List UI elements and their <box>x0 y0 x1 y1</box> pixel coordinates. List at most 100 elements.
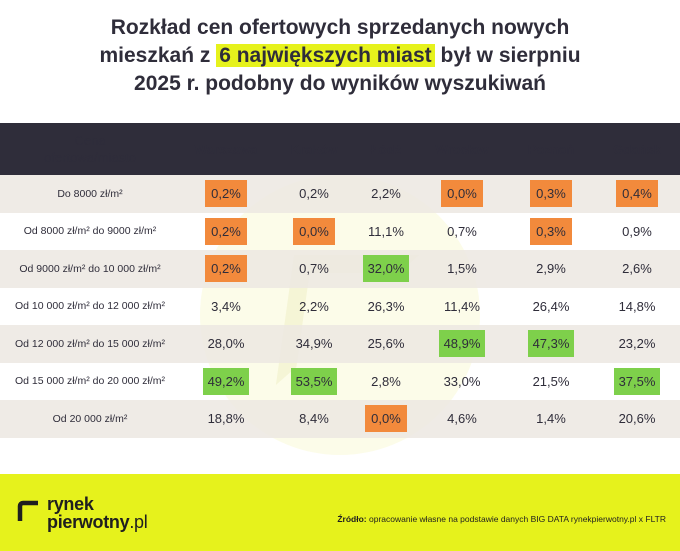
highlighted-value-green: 53,5% <box>290 367 338 395</box>
cell-value: 0,2% <box>299 186 329 202</box>
highlighted-value-orange: 0,3% <box>530 180 572 208</box>
table-cell: 2,2% <box>356 175 416 213</box>
highlighted-value-orange: 0,2% <box>205 255 247 283</box>
source-note: Źródło: opracowanie własne na podstawie … <box>337 514 666 524</box>
brand-logo: rynek pierwotny.pl <box>47 494 148 532</box>
table-row: Od 15 000 zł/m² do 20 000 zł/m² 49,2% 53,5… <box>0 363 680 401</box>
row-label: Od 10 000 zł/m² do 12 000 zł/m² <box>15 300 165 313</box>
cell-value: 3,4% <box>211 298 241 314</box>
table-cell: 0,0% <box>416 175 508 213</box>
cell-value: 0,7% <box>299 261 329 277</box>
table-cell: 2,2% <box>272 288 356 326</box>
table-cell: 26,3% <box>356 288 416 326</box>
column-header-1: Kraków <box>290 141 338 157</box>
logo-line-1: rynek <box>47 494 94 514</box>
row-label: Od 12 000 zł/m² do 15 000 zł/m² <box>15 337 165 350</box>
cell-value: 33,0% <box>443 373 481 389</box>
column-header-0: Warszawa <box>194 141 258 157</box>
corner-header-line-1: Cena <box>74 133 106 148</box>
title-line-1: Rozkład cen ofertowych sprzedanych nowyc… <box>110 16 570 39</box>
highlighted-value-orange: 0,0% <box>365 405 407 433</box>
footer-bar: rynek pierwotny.pl Źródło: opracowanie w… <box>0 474 680 551</box>
chart-title: Rozkład cen ofertowych sprzedanych nowyc… <box>0 14 680 98</box>
price-distribution-table: Cena ofertowa/miasto Warszawa Kraków Łódź W… <box>0 123 680 438</box>
title-line-2-pre: mieszkań z <box>99 44 217 67</box>
title-highlight: 6 największych miast <box>216 44 435 67</box>
table-cell: 28,0% <box>180 325 272 363</box>
table-cell: 53,5% <box>272 363 356 401</box>
table-cell: 48,9% <box>416 325 508 363</box>
cell-value: 26,3% <box>367 298 405 314</box>
table-cell: 8,4% <box>272 400 356 438</box>
highlighted-value-green: 48,9% <box>438 330 486 358</box>
table-cell: 20,6% <box>594 400 680 438</box>
cell-value: 11,1% <box>368 223 404 239</box>
cell-value: 4,6% <box>447 411 477 427</box>
table-cell: 37,5% <box>594 363 680 401</box>
column-header-5: Gdańsk <box>613 141 661 157</box>
table-cell: 49,2% <box>180 363 272 401</box>
rynekpierwotny-logo-icon <box>17 500 38 521</box>
table-cell: 2,6% <box>594 250 680 288</box>
cell-value: 2,8% <box>371 373 401 389</box>
table-cell: 32,0% <box>356 250 416 288</box>
table-cell: 2,8% <box>356 363 416 401</box>
table-cell: 11,1% <box>356 213 416 251</box>
title-line-2-post: był w sierpniu <box>434 44 581 67</box>
logo-line-2-bold: pierwotny <box>47 512 130 532</box>
cell-value: 2,2% <box>371 186 401 202</box>
cell-value: 0,9% <box>622 223 652 239</box>
cell-value: 25,6% <box>367 336 405 352</box>
source-label: Źródło: <box>337 514 367 524</box>
cell-value: 23,2% <box>618 336 656 352</box>
table-row: Od 8000 zł/m² do 9000 zł/m² 0,2% 0,0% 11,1%… <box>0 213 680 251</box>
table-cell: 3,4% <box>180 288 272 326</box>
column-header-4: Poznań <box>527 141 575 157</box>
table-row: Od 12 000 zł/m² do 15 000 zł/m² 28,0% 34,9… <box>0 325 680 363</box>
cell-value: 1,4% <box>536 411 566 427</box>
cell-value: 21,5% <box>532 373 570 389</box>
table-row: Od 20 000 zł/m² 18,8% 8,4% 0,0% 4,6% 1,4% 20,6… <box>0 400 680 438</box>
table-cell: 0,7% <box>272 250 356 288</box>
table-cell: 1,5% <box>416 250 508 288</box>
highlighted-value-green: 37,5% <box>613 367 661 395</box>
cell-value: 2,2% <box>299 298 329 314</box>
highlighted-value-orange: 0,3% <box>530 217 572 245</box>
corner-header: Cena ofertowa/miasto <box>0 132 180 166</box>
highlighted-value-orange: 0,2% <box>205 217 247 245</box>
highlighted-value-green: 49,2% <box>202 367 250 395</box>
table-row: Do 8000 zł/m² 0,2% 0,2% 2,2% 0,0% 0,3% 0,4% <box>0 175 680 213</box>
table-cell: 23,2% <box>594 325 680 363</box>
table-cell: 0,2% <box>180 250 272 288</box>
cell-value: 26,4% <box>532 298 570 314</box>
table-cell: 26,4% <box>508 288 594 326</box>
table-cell: 11,4% <box>416 288 508 326</box>
cell-value: 2,9% <box>536 261 566 277</box>
table-cell: 0,0% <box>272 213 356 251</box>
table-cell: 0,4% <box>594 175 680 213</box>
table-cell: 0,7% <box>416 213 508 251</box>
column-header-3: Wrocław <box>435 141 489 157</box>
highlighted-value-orange: 0,0% <box>293 217 335 245</box>
cell-value: 20,6% <box>618 411 656 427</box>
table-cell: 4,6% <box>416 400 508 438</box>
table-cell: 1,4% <box>508 400 594 438</box>
table-body: Do 8000 zł/m² 0,2% 0,2% 2,2% 0,0% 0,3% 0,4% Od … <box>0 175 680 438</box>
title-line-2: mieszkań z 6 największych miast był w si… <box>0 42 680 70</box>
column-header-2: Łódź <box>370 141 402 157</box>
cell-value: 1,5% <box>447 261 477 277</box>
table-cell: 25,6% <box>356 325 416 363</box>
table-row: Od 9000 zł/m² do 10 000 zł/m² 0,2% 0,7% 32,… <box>0 250 680 288</box>
table-cell: 0,3% <box>508 175 594 213</box>
table-cell: 0,2% <box>180 213 272 251</box>
table-cell: 34,9% <box>272 325 356 363</box>
table-cell: 0,9% <box>594 213 680 251</box>
highlighted-value-orange: 0,2% <box>205 180 247 208</box>
cell-value: 28,0% <box>207 336 245 352</box>
row-label: Od 15 000 zł/m² do 20 000 zł/m² <box>15 375 165 388</box>
table-cell: 14,8% <box>594 288 680 326</box>
table-cell: 47,3% <box>508 325 594 363</box>
cell-value: 14,8% <box>618 298 656 314</box>
table-cell: 2,9% <box>508 250 594 288</box>
table-cell: 0,3% <box>508 213 594 251</box>
